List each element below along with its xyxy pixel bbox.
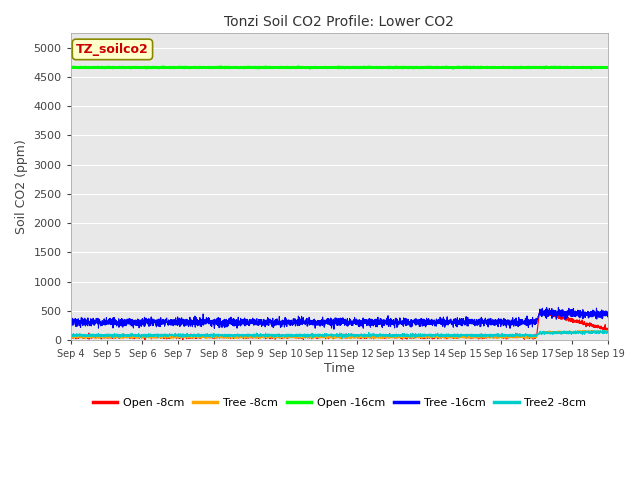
- X-axis label: Time: Time: [324, 362, 355, 375]
- Text: TZ_soilco2: TZ_soilco2: [76, 43, 149, 56]
- Legend: Open -8cm, Tree -8cm, Open -16cm, Tree -16cm, Tree2 -8cm: Open -8cm, Tree -8cm, Open -16cm, Tree -…: [88, 393, 591, 412]
- Title: Tonzi Soil CO2 Profile: Lower CO2: Tonzi Soil CO2 Profile: Lower CO2: [225, 15, 454, 29]
- Y-axis label: Soil CO2 (ppm): Soil CO2 (ppm): [15, 139, 28, 234]
